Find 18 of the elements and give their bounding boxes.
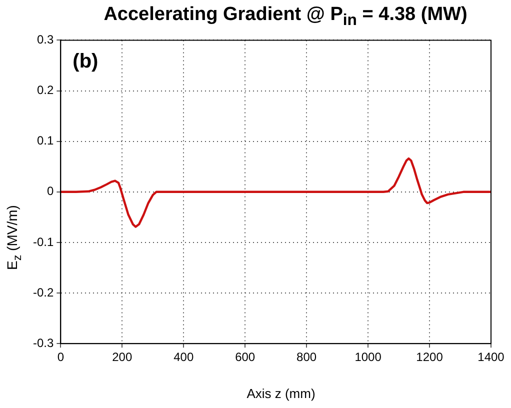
x-tick-label: 200	[112, 350, 132, 364]
x-tick-label: 400	[174, 350, 194, 364]
y-tick-label: -0.2	[32, 285, 54, 300]
y-tick-label: -0.3	[32, 336, 54, 350]
x-tick-label: 0	[57, 350, 64, 364]
x-tick-label: 800	[296, 350, 317, 364]
x-axis-title: Axis z (mm)	[246, 386, 316, 401]
y-tick-label: 0.2	[36, 83, 54, 98]
x-tick-label: 600	[235, 350, 256, 364]
y-tick-label: -0.1	[32, 234, 54, 249]
x-tick-label: 1400	[478, 350, 505, 364]
annotation: (b)	[72, 50, 98, 73]
y-tick-label: 0.1	[36, 134, 54, 148]
x-tick-label: 1000	[354, 350, 382, 364]
y-tick-label: 0.3	[36, 32, 54, 47]
chart-title: Accelerating Gradient @ P$_{in}$ = 4.38 (MW)	[102, 4, 468, 30]
x-tick-label: 1200	[416, 350, 444, 364]
y-tick-label: 0	[46, 184, 54, 198]
